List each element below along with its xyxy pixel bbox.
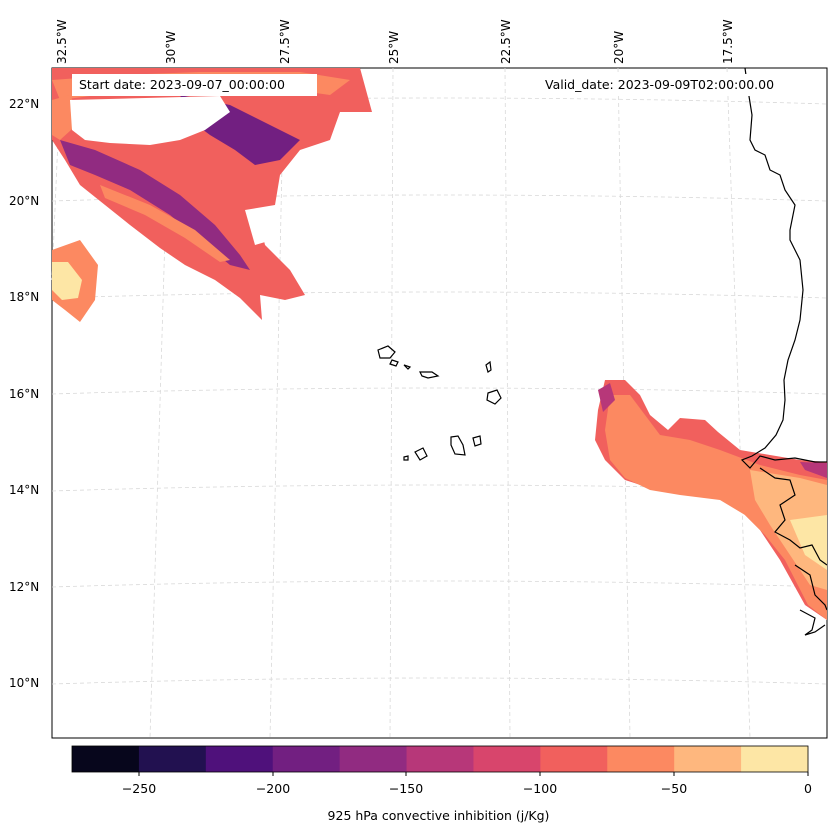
lat-label-22n: 22°N — [9, 97, 40, 111]
colorbar-tick-neg50: −50 — [660, 781, 688, 796]
lat-label-10n: 10°N — [9, 676, 40, 690]
no-data-gap-4 — [165, 262, 185, 280]
lat-label-18n: 18°N — [9, 290, 40, 304]
island-fogo — [414, 447, 428, 461]
cin-fill-se-band5 — [598, 383, 615, 412]
colorbar-tick-neg200: −200 — [255, 781, 291, 796]
lat-label-20n: 20°N — [9, 194, 40, 208]
colorbar-segment — [138, 746, 207, 772]
colorbar-segment — [473, 746, 541, 772]
island-santiago — [450, 435, 466, 456]
lat-label-12n: 12°N — [9, 580, 40, 594]
lon-label-17-5w: 17.5°W — [721, 19, 735, 64]
coastline-guinea-bissau — [794, 564, 828, 636]
cin-fill-se-band2 — [750, 470, 827, 590]
parallel-16n — [51, 387, 828, 395]
island-boa-vista — [486, 389, 502, 405]
cin-fill-nw-band4 — [100, 185, 230, 262]
cin-fill-se-band1 — [605, 395, 827, 620]
colorbar-tick-neg250: −250 — [121, 781, 157, 796]
colorbar-segment — [339, 746, 408, 772]
colorbar-tick-neg150: −150 — [388, 781, 424, 796]
island-sao-vicente — [389, 359, 399, 367]
parallel-18n — [51, 291, 828, 299]
colorbar-tick-0: 0 — [804, 781, 812, 796]
no-data-gap-2 — [245, 205, 275, 245]
coastlines — [377, 67, 828, 636]
island-santa-luzia — [403, 364, 412, 370]
colorbar-segment — [674, 746, 742, 772]
lon-label-25w: 25°W — [387, 30, 401, 64]
cin-fill-nw-band6 — [52, 262, 82, 300]
start-date-label: Start date: 2023-09-07_00:00:00 — [72, 74, 317, 96]
parallel-20n — [51, 194, 828, 202]
lat-label-16n: 16°N — [9, 387, 40, 401]
lon-label-30w: 30°W — [164, 30, 178, 64]
parallel-14n — [51, 484, 828, 492]
colorbar-ticks — [138, 772, 809, 776]
parallel-22n — [51, 97, 828, 105]
colorbar-segment — [72, 746, 140, 772]
island-santo-antao — [377, 345, 396, 359]
colorbar-segment — [607, 746, 675, 772]
island-brava — [403, 455, 409, 461]
parallel-12n — [51, 580, 828, 588]
lon-label-22-5w: 22.5°W — [499, 19, 513, 64]
colorbar — [72, 746, 809, 772]
colorbar-label: 925 hPa convective inhibition (j/Kg) — [327, 808, 550, 823]
colorbar-segment — [406, 746, 474, 772]
no-data-gap-3 — [75, 215, 120, 250]
colorbar-frame — [71, 745, 809, 773]
coastline-africa — [740, 67, 827, 469]
parallel-10n — [51, 677, 828, 685]
cin-fill-se-band4 — [800, 462, 827, 478]
coastline-senegal-gambia — [759, 467, 828, 566]
lon-label-32-5w: 32.5°W — [55, 19, 69, 64]
colorbar-segment — [540, 746, 608, 772]
island-maio — [472, 435, 482, 447]
lon-label-27-5w: 27.5°W — [278, 19, 292, 64]
island-sal — [485, 360, 492, 373]
valid-date-label: Valid_date: 2023-09-09T02:00:00.00 — [538, 74, 808, 96]
island-sao-nicolau — [419, 371, 440, 379]
cin-field-southeast — [595, 380, 827, 620]
lat-label-14n: 14°N — [9, 483, 40, 497]
colorbar-segment — [205, 746, 274, 772]
no-data-gap-1 — [70, 96, 230, 145]
lon-label-20w: 20°W — [612, 30, 626, 64]
colorbar-tick-neg100: −100 — [522, 781, 558, 796]
colorbar-segment — [741, 746, 809, 772]
colorbar-segment — [272, 746, 341, 772]
